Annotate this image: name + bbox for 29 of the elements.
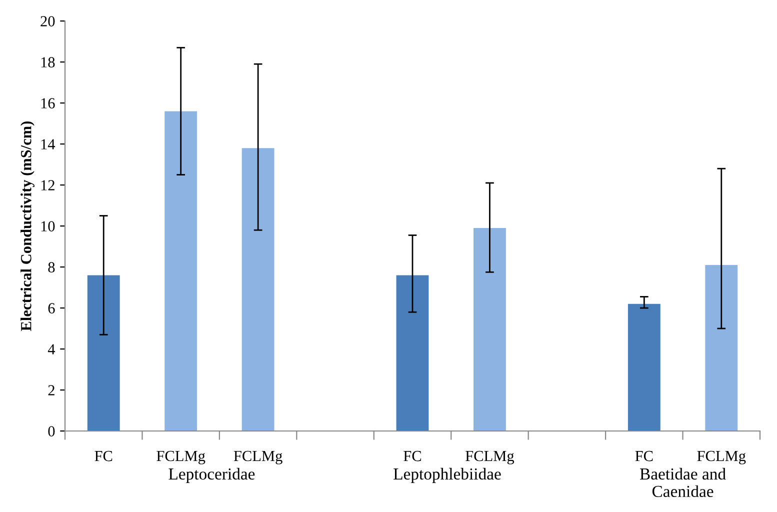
y-tick-label: 16 [41, 98, 55, 108]
y-tick-label: 2 [48, 385, 54, 396]
y-tick-label: 18 [41, 57, 55, 68]
bar [87, 275, 120, 431]
x-tick-label: FC [94, 450, 112, 462]
bar [242, 148, 274, 431]
y-tick-label: 0 [48, 426, 55, 436]
x-tick-label: FCLMg [697, 450, 746, 464]
y-tick-label: 14 [41, 139, 56, 150]
bar [705, 264, 738, 431]
text: Leptophlebiidae [394, 468, 501, 484]
x-tick-label: FCLMg [234, 450, 282, 464]
bar [474, 228, 506, 431]
x-tick-label: FCLMg [466, 450, 514, 464]
y-tick-label: 4 [48, 344, 56, 354]
text: Baetidae and Caenidae [640, 468, 726, 498]
y-tick-label: 6 [48, 303, 55, 314]
y-tick-label: 10 [41, 221, 55, 232]
bar [396, 275, 429, 431]
y-axis-title: Electrical Conductivity (mS/cm) [20, 121, 34, 331]
y-tick-label: 12 [41, 180, 54, 190]
y-tick-label: 20 [40, 16, 55, 26]
bar [628, 304, 660, 431]
x-tick-label: FC [635, 450, 653, 462]
x-tick-label: FC [404, 450, 421, 462]
text: Leptoceridae [168, 468, 255, 484]
y-tick-label: 8 [48, 262, 55, 272]
bar [164, 111, 198, 431]
x-tick-label: FCLMg [156, 450, 206, 464]
